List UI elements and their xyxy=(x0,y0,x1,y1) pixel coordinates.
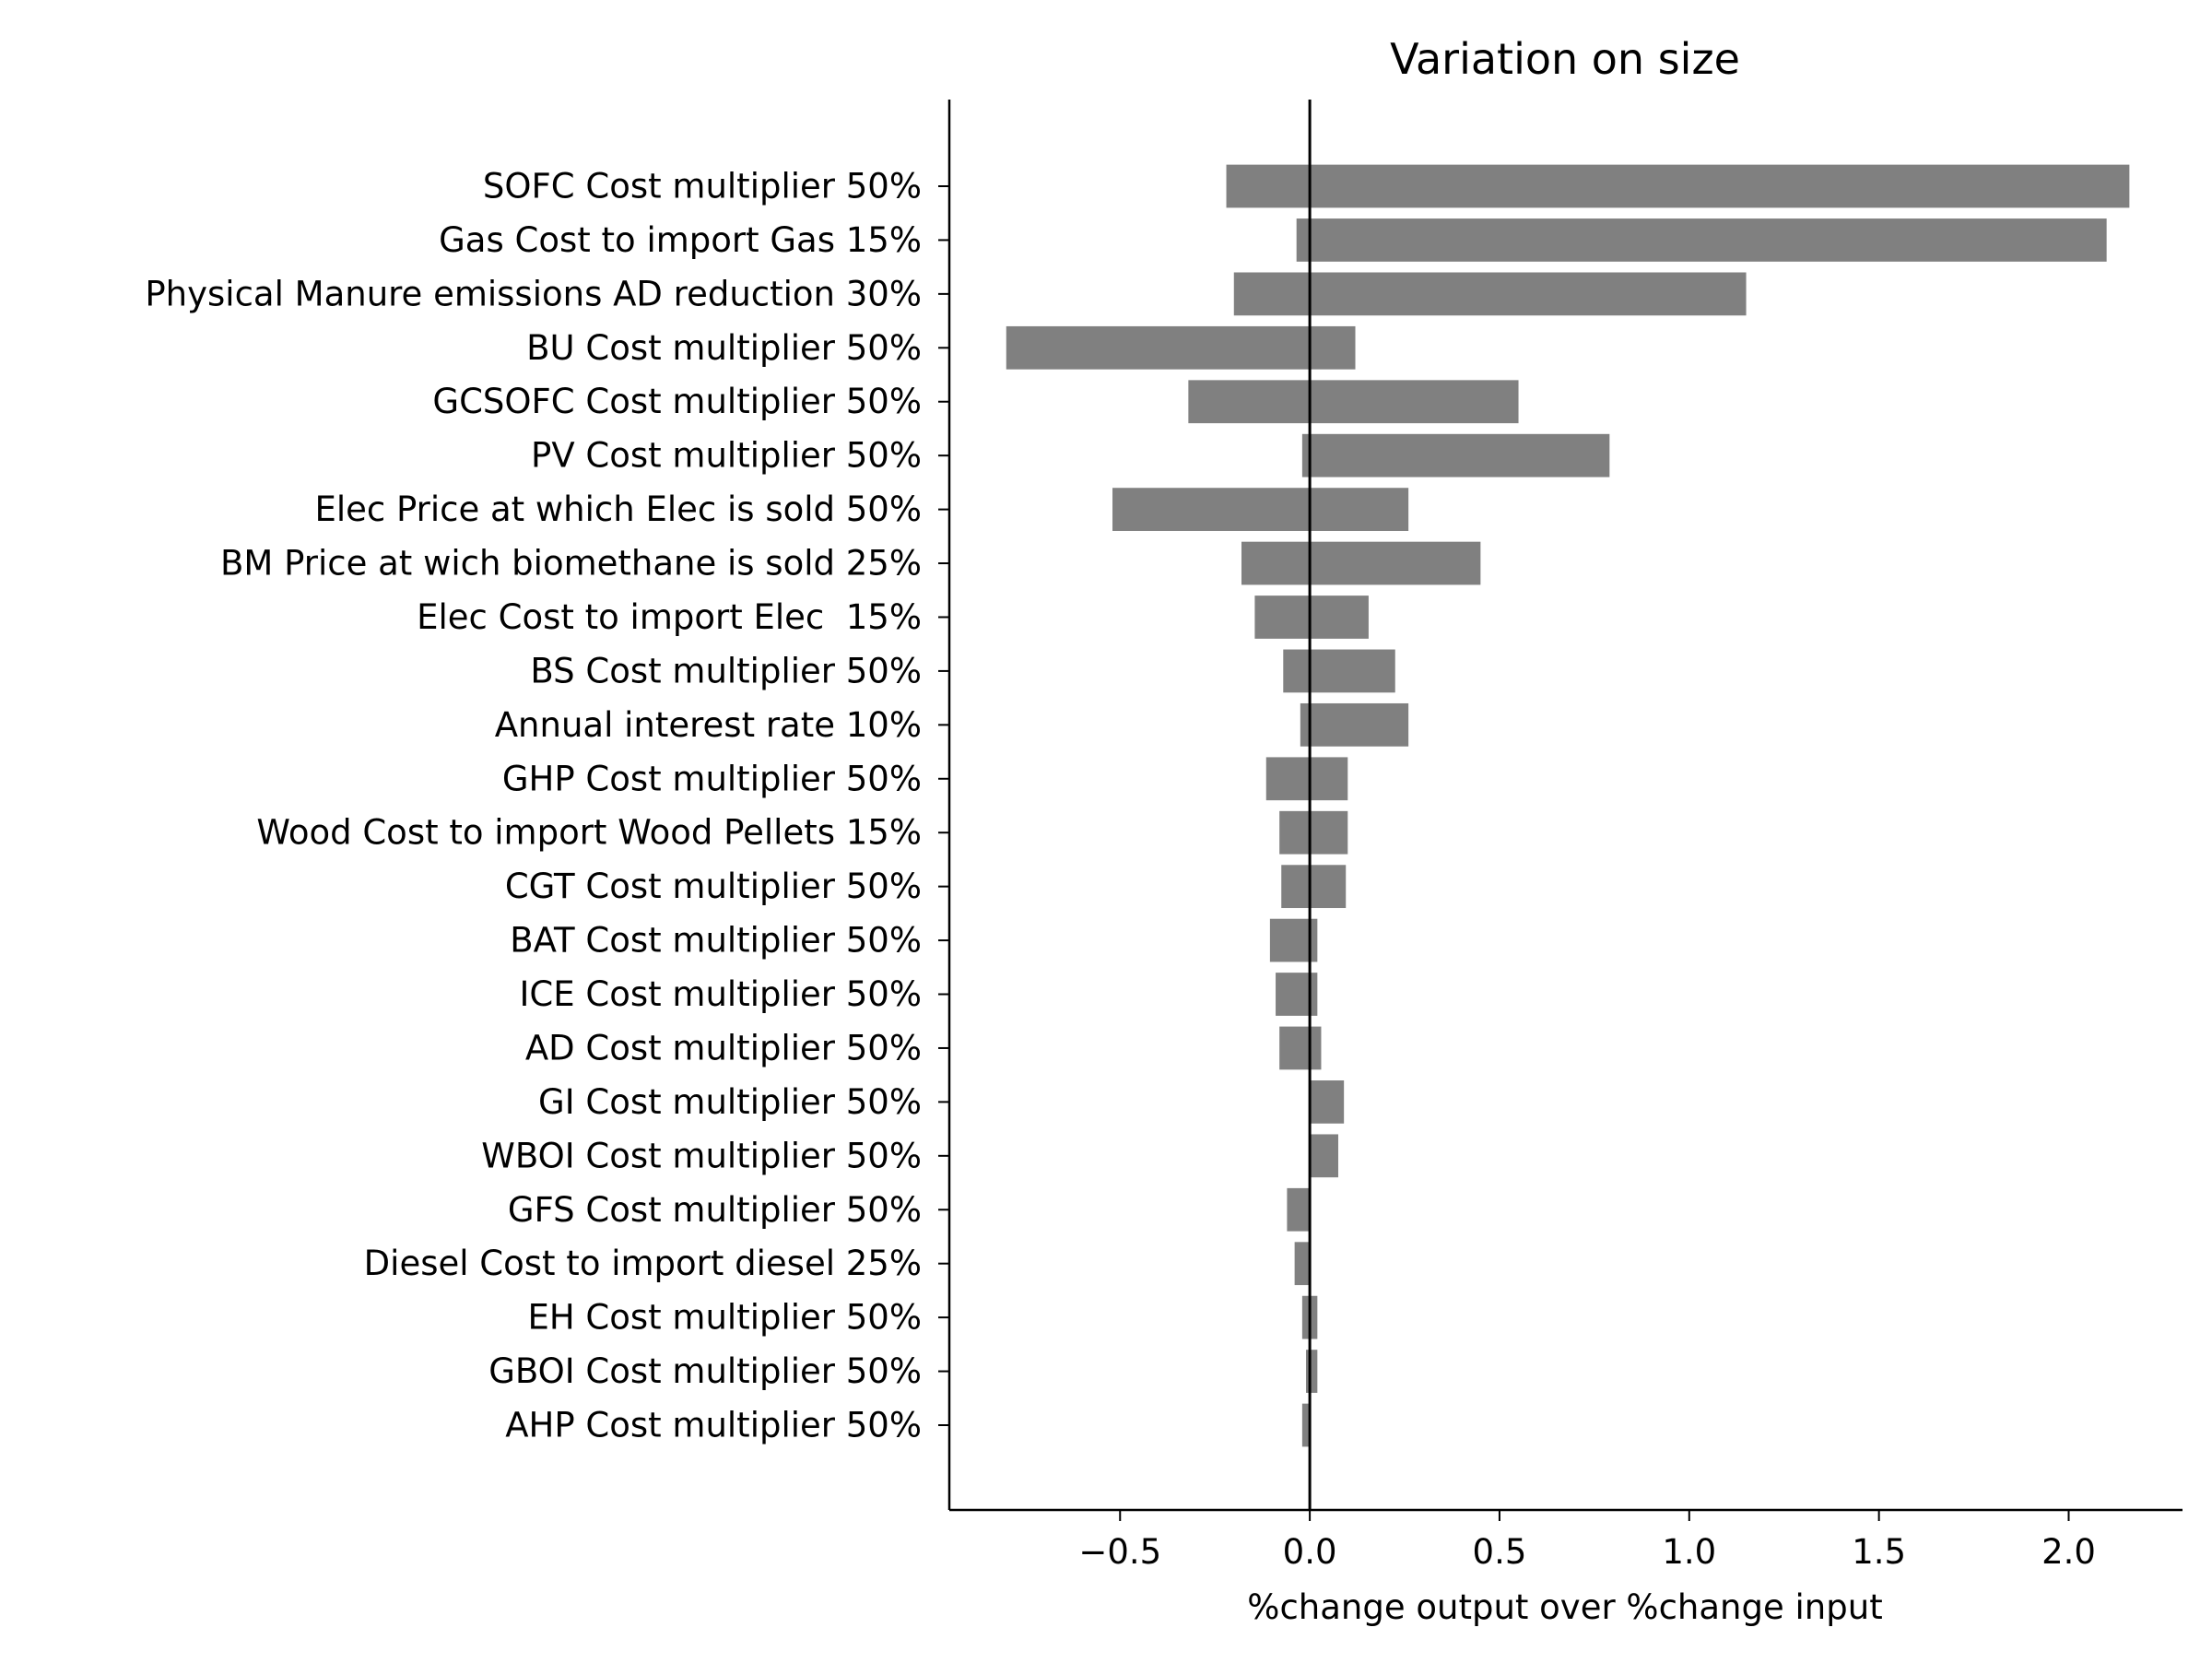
bar-low-10 xyxy=(1300,702,1311,747)
bar-low-5 xyxy=(1301,433,1311,478)
bar-high-5 xyxy=(1310,433,1610,478)
bar-low-1 xyxy=(1296,218,1311,262)
bar-low-6 xyxy=(1112,488,1311,531)
bar-low-11 xyxy=(1265,757,1311,801)
bar-low-7 xyxy=(1241,541,1311,585)
y-tick-label: AD Cost multiplier 50% xyxy=(525,1028,922,1067)
y-tick-label: GFS Cost multiplier 50% xyxy=(508,1190,922,1230)
bar-high-6 xyxy=(1310,488,1409,531)
bar-low-8 xyxy=(1254,596,1311,639)
bar-low-16 xyxy=(1279,1026,1311,1070)
bar-low-4 xyxy=(1188,380,1311,424)
bars-layer xyxy=(1006,164,2130,1447)
axes-layer xyxy=(947,100,2183,1512)
bar-high-21 xyxy=(1310,1295,1318,1339)
chart-title: Variation on size xyxy=(1390,34,1740,84)
x-tick-label: −0.5 xyxy=(1078,1532,1161,1572)
bar-high-10 xyxy=(1310,702,1409,747)
y-tick-label: GHP Cost multiplier 50% xyxy=(502,759,922,798)
bar-high-17 xyxy=(1310,1080,1345,1124)
y-tick-label: BU Cost multiplier 50% xyxy=(526,328,922,368)
y-tick-label: Diesel Cost to import diesel 25% xyxy=(364,1244,922,1283)
bar-high-11 xyxy=(1310,757,1348,801)
y-tick-labels: SOFC Cost multiplier 50% Gas Cost to impo… xyxy=(145,167,949,1445)
x-tick-label: 0.0 xyxy=(1283,1532,1337,1572)
bar-low-20 xyxy=(1294,1242,1311,1286)
bar-low-12 xyxy=(1279,810,1311,855)
y-tick-label: Elec Cost to import Elec 15% xyxy=(417,597,922,637)
bar-high-3 xyxy=(1310,325,1356,370)
y-tick-label: GCSOFC Cost multiplier 50% xyxy=(432,382,922,421)
x-tick-label: 1.5 xyxy=(1852,1532,1906,1572)
y-tick-label: SOFC Cost multiplier 50% xyxy=(483,167,922,206)
bar-high-9 xyxy=(1310,649,1395,693)
y-tick-label: BS Cost multiplier 50% xyxy=(530,651,922,690)
bar-high-1 xyxy=(1310,218,2107,262)
y-tick-label: Physical Manure emissions AD reduction 3… xyxy=(145,274,922,313)
y-tick-label: Annual interest rate 10% xyxy=(495,705,922,745)
y-tick-label: BM Price at wich biomethane is sold 25% xyxy=(220,544,922,584)
bar-low-9 xyxy=(1283,649,1311,693)
x-axis-label: %change output over %change input xyxy=(1247,1587,1882,1627)
y-tick-label: ICE Cost multiplier 50% xyxy=(520,974,922,1014)
y-tick-label: GI Cost multiplier 50% xyxy=(538,1082,922,1122)
bar-low-22 xyxy=(1305,1350,1311,1393)
bar-high-12 xyxy=(1310,810,1348,855)
bar-high-13 xyxy=(1310,865,1347,909)
bar-low-0 xyxy=(1226,164,1311,208)
y-tick-label: CGT Cost multiplier 50% xyxy=(505,867,922,906)
bar-high-14 xyxy=(1310,918,1318,962)
y-tick-label: GBOI Cost multiplier 50% xyxy=(488,1351,922,1391)
y-tick-label: EH Cost multiplier 50% xyxy=(527,1298,922,1338)
bar-high-4 xyxy=(1310,380,1519,424)
x-tick-label: 2.0 xyxy=(2041,1532,2096,1572)
x-tick-labels: −0.5 0.0 0.5 1.0 1.5 2.0 xyxy=(1078,1510,2096,1572)
y-tick-label: BAT Cost multiplier 50% xyxy=(510,921,922,961)
bar-low-23 xyxy=(1301,1403,1311,1447)
bar-low-2 xyxy=(1233,272,1311,316)
bar-low-21 xyxy=(1301,1295,1311,1339)
bar-high-22 xyxy=(1310,1350,1318,1393)
bar-low-15 xyxy=(1276,973,1311,1016)
bar-high-16 xyxy=(1310,1026,1322,1070)
y-tick-label: AHP Cost multiplier 50% xyxy=(505,1406,922,1445)
y-tick-label: Gas Cost to import Gas 15% xyxy=(439,220,922,260)
bar-low-19 xyxy=(1287,1187,1311,1232)
x-tick-label: 1.0 xyxy=(1662,1532,1716,1572)
bar-high-15 xyxy=(1310,973,1318,1016)
bar-high-0 xyxy=(1310,164,2130,208)
bar-high-8 xyxy=(1310,596,1369,639)
bar-low-14 xyxy=(1269,918,1311,962)
y-tick-label: WBOI Cost multiplier 50% xyxy=(481,1136,922,1175)
y-tick-label: Elec Price at which Elec is sold 50% xyxy=(314,489,922,529)
bar-high-2 xyxy=(1310,272,1747,316)
y-tick-label: PV Cost multiplier 50% xyxy=(531,436,922,476)
bar-high-7 xyxy=(1310,541,1481,585)
y-tick-label: Wood Cost to import Wood Pellets 15% xyxy=(256,813,922,853)
bar-low-13 xyxy=(1281,865,1311,909)
bar-high-18 xyxy=(1310,1134,1338,1178)
x-tick-label: 0.5 xyxy=(1473,1532,1527,1572)
bar-low-3 xyxy=(1006,325,1311,370)
